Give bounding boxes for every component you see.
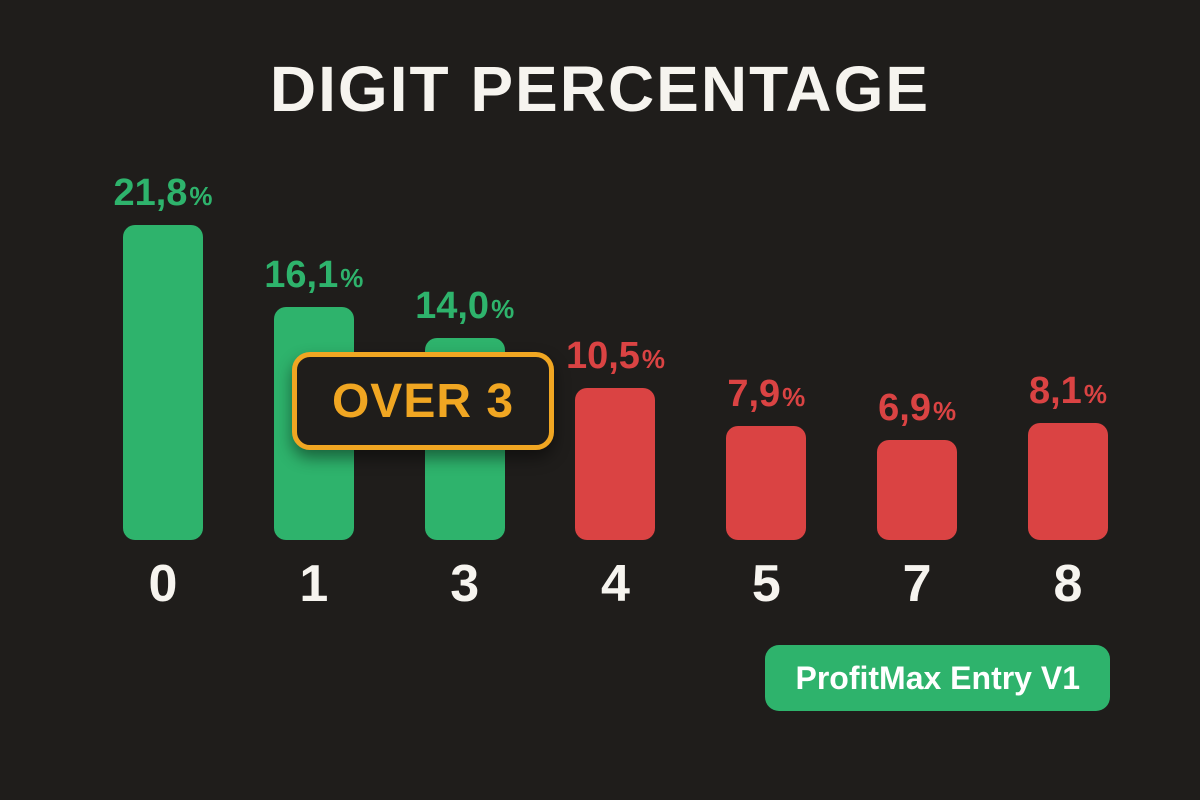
over-3-annotation-badge: OVER 3 bbox=[292, 352, 554, 450]
percent-sign: % bbox=[1083, 379, 1107, 409]
bar bbox=[877, 440, 958, 540]
bar-column: 21,8% 0 bbox=[98, 172, 228, 614]
x-axis-label: 7 bbox=[902, 555, 932, 613]
bar bbox=[1027, 423, 1108, 540]
percent-sign: % bbox=[932, 396, 957, 426]
bar-value-label: 16,1% bbox=[264, 254, 364, 296]
percent-sign: % bbox=[641, 344, 666, 374]
bar-column: 6,9% 7 bbox=[852, 387, 982, 614]
bar-value-label: 14,0% bbox=[415, 285, 515, 327]
x-axis-label: 4 bbox=[601, 555, 630, 613]
bar-value-label: 6,9% bbox=[878, 387, 957, 429]
bar bbox=[726, 426, 807, 540]
bar bbox=[123, 225, 203, 540]
bar-chart: 21,8% 0 16,1% 1 14,0% 3 10,5% 4 7,9% 5 6… bbox=[98, 154, 1133, 614]
bar-value-label: 7,9% bbox=[727, 373, 806, 415]
bar bbox=[575, 388, 656, 540]
bar-column: 8,1% 8 bbox=[1003, 370, 1133, 614]
percent-sign: % bbox=[340, 263, 364, 293]
bar-column: 10,5% 4 bbox=[550, 335, 680, 614]
bar-value-label: 8,1% bbox=[1028, 370, 1107, 412]
percent-sign: % bbox=[782, 382, 806, 412]
bar-column: 7,9% 5 bbox=[701, 373, 831, 614]
x-axis-label: 0 bbox=[148, 555, 178, 613]
profitmax-watermark-badge: ProfitMax Entry V1 bbox=[765, 645, 1110, 711]
chart-title: DIGIT PERCENTAGE bbox=[269, 53, 931, 125]
bar-value-label: 21,8% bbox=[113, 172, 213, 214]
percent-sign: % bbox=[189, 181, 213, 211]
x-axis-label: 1 bbox=[299, 555, 329, 613]
x-axis-label: 8 bbox=[1053, 555, 1083, 613]
x-axis-label: 3 bbox=[450, 555, 480, 613]
bar-value-label: 10,5% bbox=[565, 335, 666, 377]
percent-sign: % bbox=[491, 294, 515, 324]
x-axis-label: 5 bbox=[751, 555, 781, 613]
